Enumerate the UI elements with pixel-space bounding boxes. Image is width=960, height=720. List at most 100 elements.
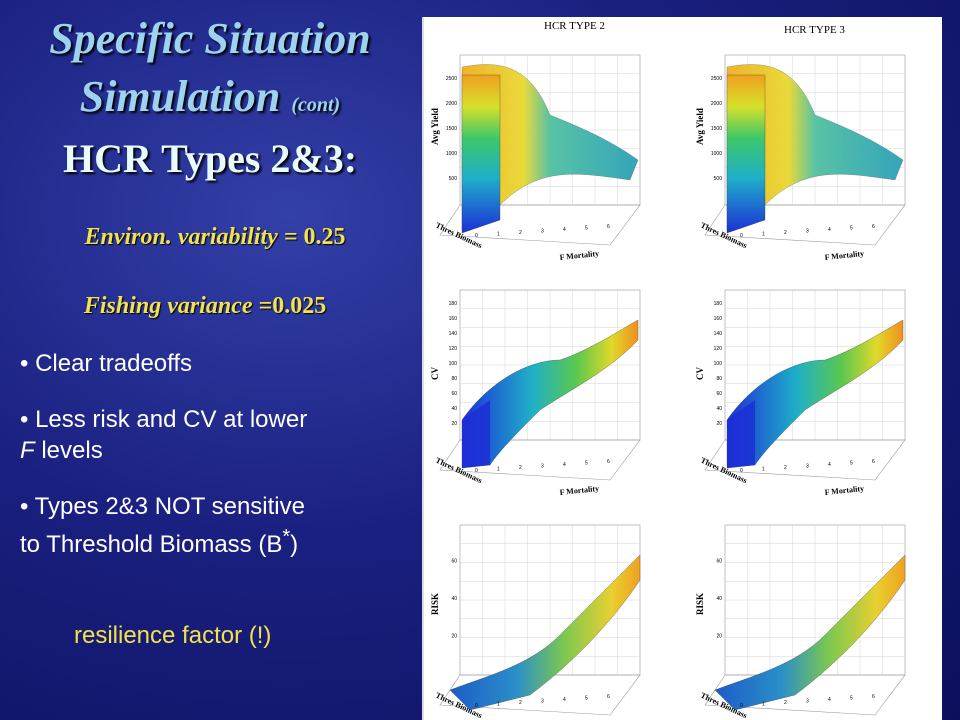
bullet-text: • Less risk and CV at lower [20,406,308,433]
y-tick-label: 1000 [446,151,457,157]
surface-plots-figure: HCR TYPE 2 HCR TYPE 3 500100015002000250… [430,20,906,720]
surface-plot: 20 40 60 80 100 120 140 160 180 CV 0 1 2 3 4 5 6 F Mortal… [695,289,906,497]
y-tick-label: 40 [451,596,457,602]
bullet-item: • Less risk and CV at lower F levels [20,404,400,466]
f-tick-label: 3 [541,229,544,235]
y-axis-label: Avg Yield [695,108,705,145]
f-tick-label: 3 [806,699,809,705]
f-tick-label: 0 [475,703,478,709]
f-tick-label: 2 [519,230,522,236]
x-axis-label: F Mortality [559,249,599,262]
col-title-type2: HCR TYPE 2 [544,20,605,32]
f-tick-label: 6 [607,459,610,465]
f-tick-label: 6 [872,694,875,700]
title-line-2: Simulation [79,72,281,121]
y-tick-label: 80 [716,376,722,382]
f-tick-label: 6 [607,694,610,700]
bullet-list: • Clear tradeoffs • Less risk and CV at … [20,348,400,585]
surface-plot: 500 1000 1500 2000 2500 Avg Yield 0 1 2 3 4 5 6 F Mor… [430,54,641,262]
surface-front [462,400,490,468]
y-tick-label: 1500 [446,126,457,132]
f-tick-label: 4 [563,227,566,233]
bullet-item: • Types 2&3 NOT sensitive to Threshold B… [20,491,400,560]
y-tick-label: 180 [714,301,723,307]
bullet-text: to Threshold Biomass (B [20,531,283,558]
f-tick-label: 0 [740,703,743,709]
f-tick-label: 1 [497,232,500,238]
y-tick-label: 60 [716,559,722,565]
col-title-type3: HCR TYPE 3 [784,24,845,36]
y-tick-label: 120 [714,346,723,352]
title-cont: (cont) [291,94,341,116]
bullet-text: • Types 2&3 NOT sensitive [20,493,305,520]
slide-subtitle: HCR Types 2&3: [62,136,358,181]
y-tick-label: 500 [449,176,458,182]
fishing-variance: Fishing variance =0.025 [0,293,410,320]
y-tick-label: 20 [451,421,457,427]
y-tick-label: 40 [716,596,722,602]
plot-floor [704,204,906,246]
f-tick-label: 5 [850,696,853,702]
y-tick-label: 1000 [711,151,722,157]
f-tick-label: 6 [872,224,875,230]
y-tick-label: 60 [451,391,457,397]
x-axis-label: F Mortality [559,484,599,497]
y-tick-label: 60 [451,559,457,565]
y-tick-label: 2000 [446,101,457,107]
f-tick-label: 0 [740,233,743,239]
y-tick-label: 20 [716,421,722,427]
f-tick-label: 6 [607,224,610,230]
surface-cv [726,319,904,469]
bullet-item: • Clear tradeoffs [20,350,193,377]
y-tick-label: 20 [451,634,457,640]
f-tick-label: 3 [541,699,544,705]
y-axis-label: RISK [695,593,705,615]
y-tick-label: 180 [449,301,458,307]
y-axis-label: RISK [430,593,440,615]
y-tick-label: 500 [714,176,723,182]
environ-variability: Environ. variability = 0.25 [0,224,430,251]
surface-front [727,400,755,468]
f-tick-label: 4 [828,462,831,468]
y-tick-label: 100 [714,361,723,367]
y-tick-label: 140 [449,331,458,337]
surface-cv [461,319,639,469]
y-tick-label: 80 [451,376,457,382]
surface-risk [449,554,641,711]
bullet-sup: * [282,526,291,548]
y-tick-label: 140 [714,331,723,337]
f-tick-label: 1 [762,467,765,473]
f-tick-label: 2 [519,465,522,471]
surface-plot: 500 1000 1500 2000 2500 Avg Yield 0 1 2 3 4 5 6 F Mor… [695,54,906,262]
f-tick-label: 5 [585,696,588,702]
f-tick-label: 3 [806,464,809,470]
f-tick-label: 2 [519,700,522,706]
y-axis-label: Avg Yield [430,108,440,145]
f-tick-label: 0 [475,468,478,474]
f-tick-label: 4 [828,697,831,703]
f-tick-label: 3 [806,229,809,235]
y-tick-label: 120 [449,346,458,352]
y-tick-label: 160 [449,316,458,322]
y-axis-label: CV [695,367,705,380]
y-tick-label: 100 [449,361,458,367]
fishing-label: Fishing variance = [83,293,273,319]
f-tick-label: 1 [497,467,500,473]
f-tick-label: 1 [762,232,765,238]
surface-front [726,74,766,234]
y-tick-label: 2500 [446,76,457,82]
plot-floor [704,674,906,716]
f-tick-label: 2 [784,230,787,236]
f-tick-label: 5 [850,461,853,467]
x-axis-label: F Mortality [824,249,864,262]
plot-floor [439,674,641,716]
y-tick-label: 160 [714,316,723,322]
environ-label: Environ. variability = [84,224,304,250]
surface-top [461,64,639,231]
f-tick-label: 4 [828,227,831,233]
figure-panel: HCR TYPE 2 HCR TYPE 3 500 1000 1500 2000 250… [422,17,942,720]
x-axis-label: F Mortality [824,484,864,497]
f-tick-label: 5 [585,461,588,467]
